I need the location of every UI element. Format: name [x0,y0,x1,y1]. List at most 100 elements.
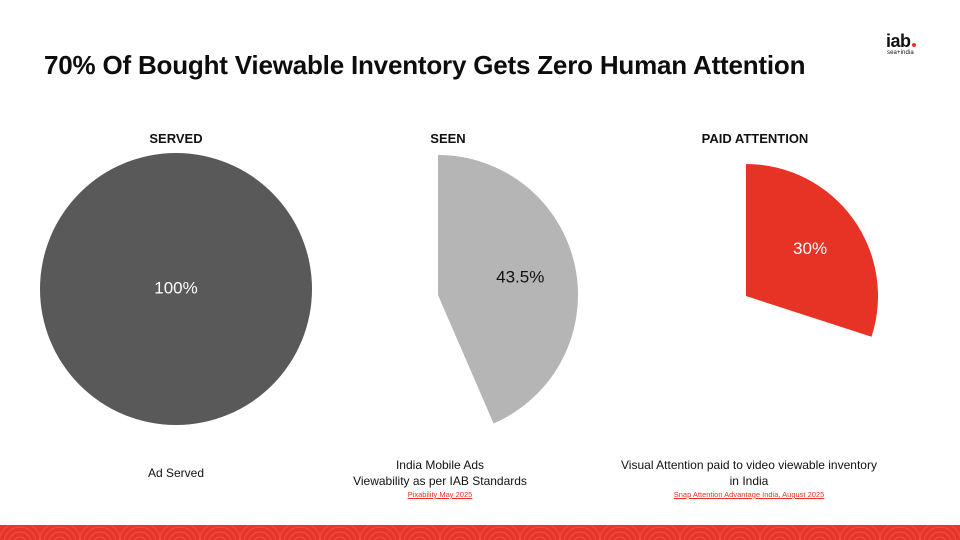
band-arc [294,536,306,540]
seen-title: SEEN [430,131,466,146]
band-arc [774,536,786,540]
band-arc [803,526,837,540]
band-arc [88,531,112,540]
band-arc [763,526,797,540]
band-arc [534,536,546,540]
band-arc [368,531,392,540]
band-arc [574,536,586,540]
served-pie: 100% [40,153,312,425]
iab-logo: iab sea+india [886,32,926,58]
band-arc [374,536,386,540]
band-arc [923,526,957,540]
served-caption-line-1: Ad Served [147,466,205,480]
band-arc [683,526,717,540]
band-arc [688,531,712,540]
band-arc [694,536,706,540]
served-title: SERVED [149,131,203,146]
band-arc [48,531,72,540]
seen-value-label: 43.5% [496,267,544,286]
band-arc [128,531,152,540]
band-arc [414,536,426,540]
band-arc [163,526,197,540]
band-arc [14,536,26,540]
band-arc [603,526,637,540]
band-arc [643,526,677,540]
band-arc [528,531,552,540]
page-title: 70% Of Bought Viewable Inventory Gets Ze… [44,50,806,80]
band-arc [808,531,832,540]
served-slice [40,153,312,425]
band-arc [654,536,666,540]
band-arc [214,536,226,540]
band-arc [94,536,106,540]
band-arc [408,531,432,540]
band-arc [454,536,466,540]
band-arc [723,526,757,540]
band-arc [323,526,357,540]
band-arc [894,536,906,540]
logo-mark: iab [886,31,911,51]
band-arc [443,526,477,540]
footer-band [0,525,960,540]
band-arc [488,531,512,540]
band-arc [728,531,752,540]
band-arc [888,531,912,540]
band-arc [248,531,272,540]
band-arc [3,526,37,540]
paid-attention-title: PAID ATTENTION [701,131,809,146]
band-arc [843,526,877,540]
band-arc [283,526,317,540]
band-arc [334,536,346,540]
band-arc [123,526,157,540]
band-arc [483,526,517,540]
band-arc [448,531,472,540]
logo-dot [911,43,916,47]
paid-attention-slice [746,164,878,337]
band-arc [208,531,232,540]
seen-pie: 43.5% [438,155,579,424]
band-arc [768,531,792,540]
band-arc [243,526,277,540]
band-arc [134,536,146,540]
band-arc [403,526,437,540]
band-arc [203,526,237,540]
band-arc [54,536,66,540]
logo-sub: sea+india [887,50,914,56]
band-arc [814,536,826,540]
band-arc [563,526,597,540]
seen-caption-line-2: Viewability as per IAB Standards [353,474,527,488]
seen-slice [438,155,579,424]
band-arc [168,531,192,540]
seen-caption: India Mobile Ads Viewability as per IAB … [280,457,600,500]
paid-attention-source-link[interactable]: Snap Attention Advantage India, August 2… [673,490,825,499]
paid-attention-caption-line-1: Visual Attention paid to video viewable … [621,458,877,472]
band-arc [848,531,872,540]
paid-attention-value-label: 30% [793,239,827,258]
band-arc [608,531,632,540]
band-arc [614,536,626,540]
band-arc [83,526,117,540]
seen-caption-line-1: India Mobile Ads [395,458,485,472]
band-arc [734,536,746,540]
band-arc [8,531,32,540]
band-arc [854,536,866,540]
band-arc [288,531,312,540]
served-caption: Ad Served [16,465,336,481]
band-arc [254,536,266,540]
band-arc [523,526,557,540]
band-arc [174,536,186,540]
paid-attention-pie: 30% [746,164,878,337]
served-value-label: 100% [154,278,197,297]
band-arc [928,531,952,540]
band-arc [648,531,672,540]
band-arc [934,536,946,540]
band-arc [43,526,77,540]
band-arc [328,531,352,540]
band-arc [494,536,506,540]
band-arc [363,526,397,540]
seen-source-link[interactable]: Pixability May 2025 [407,490,473,499]
footer-pattern [0,525,960,540]
band-arc [883,526,917,540]
paid-attention-caption: Visual Attention paid to video viewable … [584,457,914,500]
